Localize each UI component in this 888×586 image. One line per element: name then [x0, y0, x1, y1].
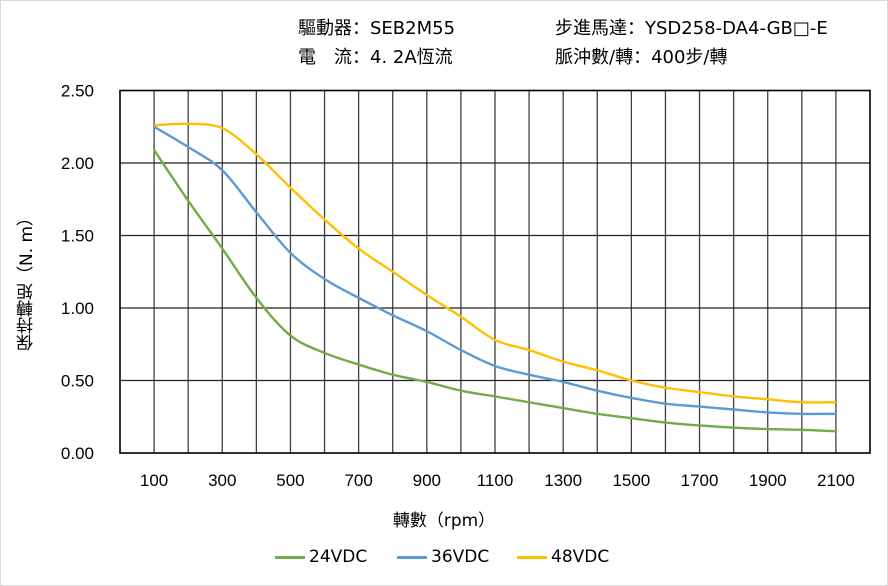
plot-frame: [119, 89, 871, 454]
x-tick-label: 700: [344, 471, 372, 490]
driver-label: 驅動器：: [298, 18, 370, 39]
pulse-info: 脈沖數/轉：400步/轉: [555, 43, 728, 69]
legend-swatch: [517, 555, 547, 559]
legend-item-24vdc: 24VDC: [275, 547, 367, 567]
motor-label: 步進馬達：: [555, 18, 645, 39]
legend-label: 48VDC: [551, 547, 610, 567]
x-tick-label: 1100: [477, 471, 514, 490]
x-tick-label: 1500: [612, 471, 650, 490]
series-line-24vdc: [153, 149, 836, 433]
y-tick-label: 1.00: [61, 299, 94, 318]
legend-label: 24VDC: [309, 547, 368, 567]
legend-item-36vdc: 36VDC: [397, 547, 489, 567]
legend-label: 36VDC: [431, 547, 490, 567]
driver-value: SEB2M55: [370, 18, 456, 39]
current-value: 4. 2A恆流: [370, 47, 453, 68]
legend-swatch: [397, 555, 427, 559]
x-tick-label: 1700: [681, 471, 719, 490]
driver-info: 驅動器：SEB2M55: [298, 14, 455, 40]
y-tick-label: 1.50: [61, 227, 94, 246]
y-tick-label: 2.50: [61, 82, 94, 101]
legend-item-48vdc: 48VDC: [517, 547, 609, 567]
x-tick-label: 300: [208, 471, 236, 490]
series-line-36vdc: [153, 125, 836, 416]
x-tick-label: 1900: [749, 471, 787, 490]
y-axis-label: 保持轉矩（N. m）: [17, 208, 37, 352]
pulse-label: 脈沖數/轉：: [555, 47, 652, 68]
motor-value: YSD258-DA4-GB□-E: [645, 18, 828, 39]
y-tick-label: 0.00: [61, 444, 94, 463]
legend-swatch: [275, 555, 305, 559]
pulse-value: 400步/轉: [651, 47, 728, 68]
y-tick-label: 2.00: [61, 154, 94, 173]
x-tick-label: 500: [276, 471, 304, 490]
series-line-48vdc: [154, 122, 836, 404]
x-tick-label: 900: [413, 471, 441, 490]
x-tick-label: 100: [140, 471, 168, 490]
x-tick-label: 2100: [817, 471, 855, 490]
current-info: 電 流：4. 2A恆流: [298, 43, 453, 69]
x-axis-label: 轉數（rpm）: [392, 511, 496, 531]
y-tick-label: 0.50: [61, 372, 94, 391]
x-tick-label: 1300: [544, 471, 582, 490]
current-label: 電 流：: [298, 47, 370, 68]
motor-info: 步進馬達：YSD258-DA4-GB□-E: [555, 14, 828, 40]
